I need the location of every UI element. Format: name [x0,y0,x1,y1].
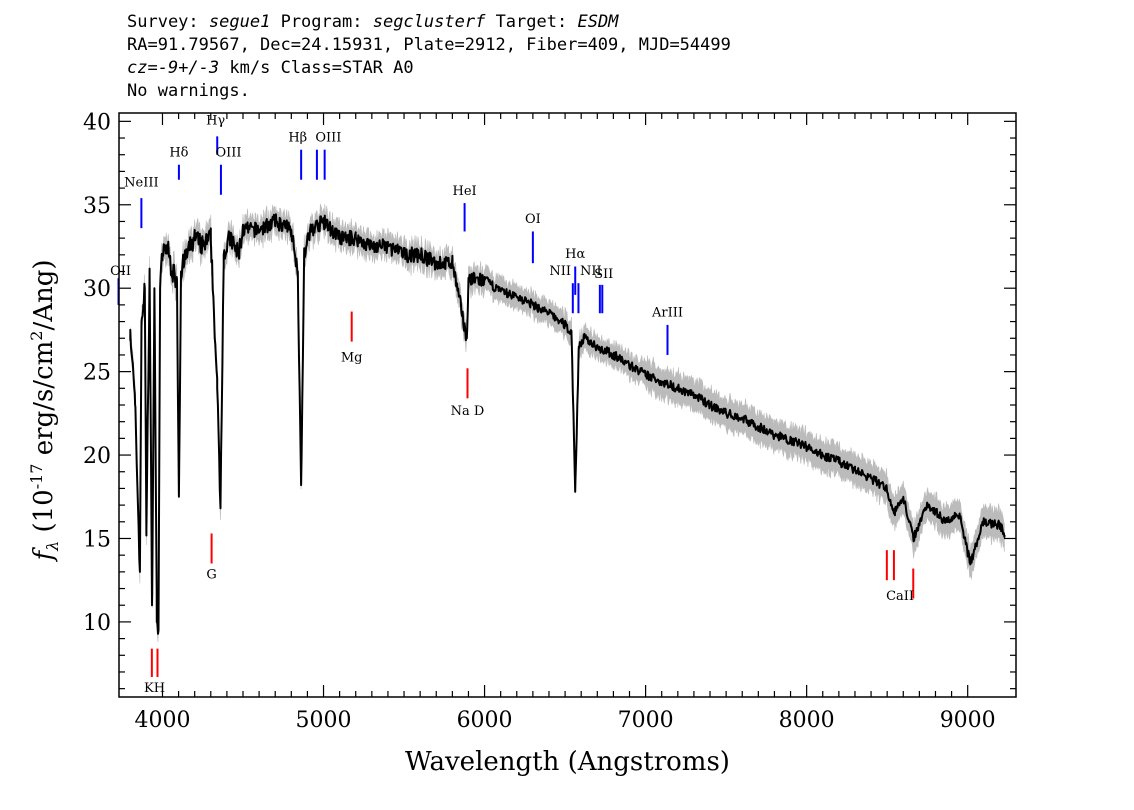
y-tick-label: 20 [83,444,111,469]
target-value: ESDM [577,12,619,32]
y-axis-label-part: -17 [27,464,46,490]
program-label: Program: [280,12,363,32]
line-label: SII [594,267,613,282]
cz-unit-class: km/s Class=STAR A0 [229,58,414,78]
line-label: CaII [886,589,914,604]
line-label: Hγ [206,114,225,129]
line-label: Hδ [169,145,188,160]
survey-label: Survey: [127,12,199,32]
x-tick-label: 4000 [134,708,190,733]
header-line-3: cz=-9+/-3 km/s Class=STAR A0 [127,57,414,79]
program-value: segclusterf [372,12,486,32]
tick-labels: 4000 5000 6000 7000 8000 9000 10 15 20 25 30 35 40 [83,110,996,733]
header-line-1: Survey: segue1 Program: segclusterf Targ… [127,11,618,33]
line-label: G [206,568,216,583]
survey-value: segue1 [208,12,271,32]
x-tick-label: 8000 [779,708,835,733]
spectrum-series [129,213,1006,635]
line-label: KH [144,681,165,696]
x-tick-label: 5000 [296,708,352,733]
target-label: Target: [495,12,568,32]
line-label: ArIII [651,306,683,321]
x-axis-label: Wavelength (Angstroms) [405,747,730,777]
y-axis-label-part: λ [43,541,62,552]
line-label: OIII [215,145,241,160]
y-tick-label: 10 [83,611,111,636]
line-label: NII [549,264,571,279]
header-line-2: RA=91.79567, Dec=24.15931, Plate=2912, F… [127,35,731,55]
y-axis-label-part: 2 [27,331,46,341]
line-label: NeIII [124,175,158,190]
line-label: HeI [453,184,477,199]
x-tick-label: 7000 [618,708,674,733]
spectrum-line [129,213,1006,635]
y-axis-label-part: /Ang) [29,259,59,330]
warnings-text: No warnings. [127,81,250,101]
x-tick-label: 6000 [457,708,513,733]
cz-label: cz= [127,58,158,78]
y-axis-label-part: erg/s/cm [29,341,59,464]
y-tick-label: 15 [83,527,111,552]
y-tick-label: 40 [83,110,111,135]
line-label: NII [580,264,602,279]
error-band-area [130,203,1005,643]
error-band [130,203,1005,643]
y-tick-label: 25 [83,361,111,386]
y-axis-label-part: (10 [29,489,59,541]
y-axis-label: fλ (10-17 erg/s/cm2/Ang) [27,259,62,562]
line-label: Hα [565,247,585,262]
plot-frame [118,112,1017,698]
axis-ticks [119,113,1016,697]
line-label: OIII [315,130,341,145]
cz-value: -9+/-3 [157,58,220,78]
line-label: Hβ [288,130,307,145]
line-markers [117,136,915,677]
line-label: Mg [341,351,363,366]
y-tick-label: 35 [83,194,111,219]
line-label: Na D [451,404,485,419]
line-label: OI [525,212,541,227]
y-tick-label: 30 [83,277,111,302]
x-tick-label: 9000 [940,708,996,733]
